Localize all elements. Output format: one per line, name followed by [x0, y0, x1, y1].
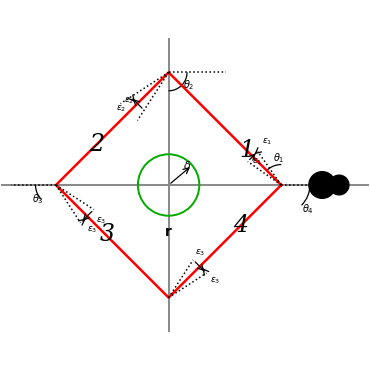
Circle shape	[329, 175, 349, 195]
Text: $\epsilon_2$: $\epsilon_2$	[117, 103, 127, 114]
Circle shape	[309, 172, 336, 198]
Text: $\epsilon_1$: $\epsilon_1$	[262, 137, 272, 147]
Text: 1: 1	[239, 139, 254, 162]
Text: 4: 4	[233, 215, 248, 238]
Text: $\epsilon_3$: $\epsilon_3$	[96, 216, 106, 226]
Text: $\theta_4$: $\theta_4$	[302, 203, 314, 216]
Text: 2: 2	[90, 132, 104, 155]
Text: $\epsilon_3$: $\epsilon_3$	[87, 225, 97, 235]
Text: $\mathbf{r}$: $\mathbf{r}$	[164, 225, 173, 239]
Text: $\epsilon_3$: $\epsilon_3$	[195, 247, 206, 258]
Text: $\epsilon_3$: $\epsilon_3$	[211, 275, 221, 286]
Text: $\epsilon_2$: $\epsilon_2$	[124, 95, 134, 106]
Text: 3: 3	[100, 223, 115, 246]
Text: $\theta_3$: $\theta_3$	[32, 192, 43, 206]
Text: $\theta_1$: $\theta_1$	[273, 151, 285, 165]
Text: $\theta_2$: $\theta_2$	[184, 78, 195, 91]
Text: $\delta$: $\delta$	[183, 159, 191, 171]
Text: $\epsilon_1$: $\epsilon_1$	[252, 156, 262, 167]
